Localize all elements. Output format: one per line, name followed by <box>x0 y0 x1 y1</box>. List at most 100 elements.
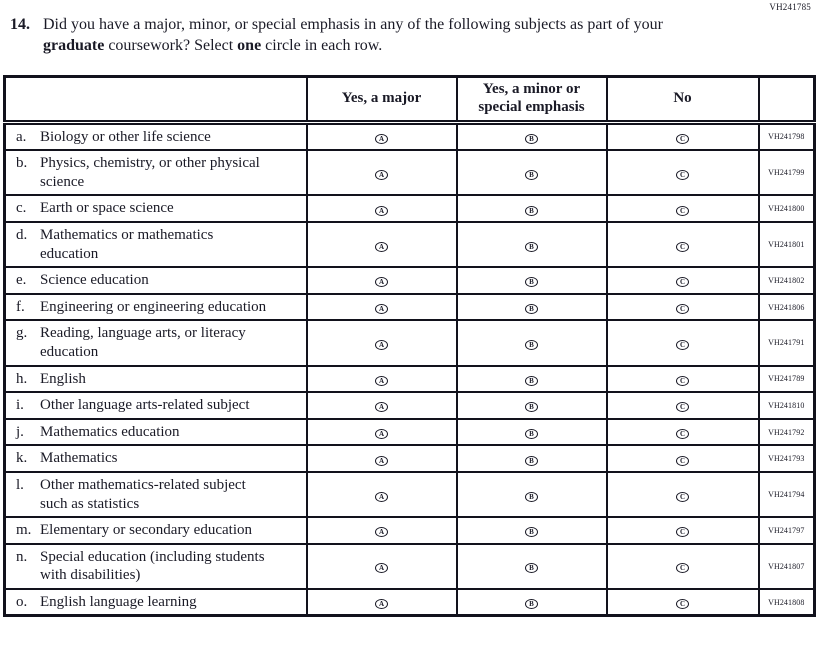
option-bubble-b[interactable]: B <box>525 304 538 315</box>
option-letter-a: A <box>378 456 385 465</box>
option-cell-yes-minor: B <box>455 121 608 152</box>
option-bubble-c[interactable]: C <box>676 402 689 413</box>
option-cell-no: C <box>605 417 760 447</box>
option-bubble-b[interactable]: B <box>525 402 538 413</box>
option-cell-yes-minor: B <box>455 444 608 473</box>
option-bubble-b[interactable]: B <box>525 455 538 466</box>
option-bubble-a[interactable]: A <box>375 205 388 216</box>
option-letter-c: C <box>679 600 686 609</box>
question-text-bold-one: one <box>237 36 262 54</box>
option-bubble-c[interactable]: C <box>676 599 689 610</box>
option-letter-c: C <box>679 456 686 465</box>
option-cell-yes-minor: B <box>455 391 608 420</box>
option-bubble-c[interactable]: C <box>676 169 689 180</box>
row-code: VH241789 <box>757 364 816 394</box>
option-bubble-a[interactable]: A <box>375 402 388 413</box>
option-cell-yes-major: A <box>305 587 458 617</box>
row-code: VH241801 <box>757 220 816 269</box>
option-bubble-b[interactable]: B <box>525 133 538 144</box>
option-cell-no: C <box>605 220 760 269</box>
subject-cell: j. Mathematics education <box>3 417 308 447</box>
row-label: Mathematics education <box>40 423 180 440</box>
option-cell-no: C <box>605 266 760 295</box>
row-letter: g. <box>16 325 28 342</box>
option-bubble-b[interactable]: B <box>525 599 538 610</box>
row-label: Engineering or engineering education <box>40 298 267 315</box>
row-label: Science education <box>40 272 149 289</box>
option-cell-no: C <box>605 292 760 322</box>
row-code: VH241798 <box>757 121 816 152</box>
option-bubble-c[interactable]: C <box>676 375 689 386</box>
option-cell-yes-minor: B <box>455 470 608 519</box>
header-yes-major: Yes, a major <box>305 75 458 125</box>
subject-cell: b. Physics, chemistry, or other physical… <box>3 149 308 197</box>
option-bubble-c[interactable]: C <box>676 339 689 350</box>
option-bubble-b[interactable]: B <box>525 169 538 180</box>
option-bubble-a[interactable]: A <box>375 491 388 502</box>
option-bubble-a[interactable]: A <box>375 599 388 610</box>
table-row: d. Mathematics or mathematics education … <box>3 220 816 269</box>
option-bubble-a[interactable]: A <box>375 563 388 574</box>
option-bubble-c[interactable]: C <box>676 429 689 440</box>
row-letter: n. <box>16 548 28 565</box>
option-cell-no: C <box>605 121 760 152</box>
question-block: 14. Did you have a major, minor, or spec… <box>10 15 730 57</box>
subject-cell: k. Mathematics <box>3 444 308 473</box>
option-bubble-c[interactable]: C <box>676 527 689 538</box>
option-bubble-b[interactable]: B <box>525 491 538 502</box>
row-code: VH241799 <box>757 149 816 197</box>
option-bubble-a[interactable]: A <box>375 375 388 386</box>
table-row: o. English language learning A B C VH241… <box>3 587 816 617</box>
option-cell-yes-major: A <box>305 391 458 420</box>
option-bubble-c[interactable]: C <box>676 563 689 574</box>
option-bubble-a[interactable]: A <box>375 304 388 315</box>
table-row: l. Other mathematics-related subject suc… <box>3 470 816 519</box>
header-subject-blank <box>3 75 308 125</box>
response-grid: Yes, a major Yes, a minor or special emp… <box>3 74 816 618</box>
option-bubble-a[interactable]: A <box>375 527 388 538</box>
option-cell-yes-minor: B <box>455 417 608 447</box>
option-bubble-b[interactable]: B <box>525 563 538 574</box>
option-bubble-b[interactable]: B <box>525 375 538 386</box>
option-bubble-c[interactable]: C <box>676 277 689 288</box>
option-bubble-c[interactable]: C <box>676 304 689 315</box>
option-bubble-b[interactable]: B <box>525 339 538 350</box>
option-bubble-b[interactable]: B <box>525 277 538 288</box>
option-letter-a: A <box>378 170 385 179</box>
option-bubble-a[interactable]: A <box>375 429 388 440</box>
option-bubble-a[interactable]: A <box>375 455 388 466</box>
option-letter-a: A <box>378 305 385 314</box>
row-label: Earth or space science <box>40 200 174 217</box>
option-bubble-a[interactable]: A <box>375 339 388 350</box>
option-bubble-c[interactable]: C <box>676 491 689 502</box>
option-cell-no: C <box>605 542 760 590</box>
question-text-part1: Did you have a major, minor, or special … <box>43 16 663 33</box>
option-cell-yes-major: A <box>305 542 458 590</box>
question-text: Did you have a major, minor, or special … <box>43 15 708 57</box>
option-bubble-a[interactable]: A <box>375 277 388 288</box>
table-row: a. Biology or other life science A B C V… <box>3 121 816 152</box>
option-bubble-a[interactable]: A <box>375 133 388 144</box>
option-bubble-a[interactable]: A <box>375 169 388 180</box>
option-letter-c: C <box>679 376 686 385</box>
option-bubble-b[interactable]: B <box>525 241 538 252</box>
option-bubble-b[interactable]: B <box>525 205 538 216</box>
option-bubble-b[interactable]: B <box>525 429 538 440</box>
option-letter-c: C <box>679 278 686 287</box>
option-cell-yes-major: A <box>305 220 458 269</box>
option-letter-c: C <box>679 340 686 349</box>
option-bubble-a[interactable]: A <box>375 241 388 252</box>
row-label: Reading, language arts, or literacy educ… <box>40 325 246 360</box>
option-bubble-b[interactable]: B <box>525 527 538 538</box>
option-letter-c: C <box>679 403 686 412</box>
table-row: n. Special education (including students… <box>3 542 816 590</box>
row-code: VH241807 <box>757 542 816 590</box>
option-cell-yes-minor: B <box>455 220 608 269</box>
option-bubble-c[interactable]: C <box>676 205 689 216</box>
option-bubble-c[interactable]: C <box>676 455 689 466</box>
option-bubble-c[interactable]: C <box>676 133 689 144</box>
option-cell-yes-major: A <box>305 194 458 223</box>
option-bubble-c[interactable]: C <box>676 241 689 252</box>
subject-cell: i. Other language arts-related subject <box>3 391 308 420</box>
